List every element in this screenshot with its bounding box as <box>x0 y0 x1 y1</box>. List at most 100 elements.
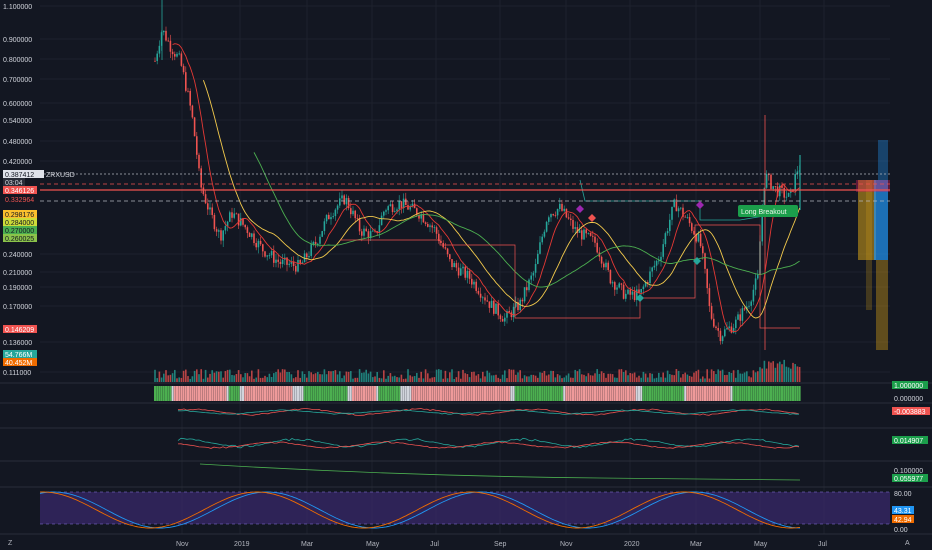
long-breakout-label[interactable]: Long Breakout <box>738 205 798 217</box>
volume-bar <box>372 377 374 382</box>
candle-body <box>512 306 515 318</box>
candle-body <box>158 45 161 54</box>
strip-cell <box>748 386 750 401</box>
strip-cell <box>688 386 691 401</box>
strip-cell <box>327 386 330 401</box>
candle-body <box>409 206 411 210</box>
candle-body <box>273 251 275 263</box>
volume-bar <box>633 372 636 382</box>
strip-cell <box>587 386 590 401</box>
strip-cell <box>712 386 715 401</box>
auto-scale-icon[interactable]: A <box>905 540 910 547</box>
candle-body <box>218 230 220 232</box>
volume-bar <box>187 376 189 382</box>
volume-bar <box>715 374 717 382</box>
candle-body <box>708 288 711 307</box>
volume-bar <box>385 378 387 382</box>
candle-body <box>264 251 266 257</box>
volume-bar <box>484 376 486 382</box>
candle-body <box>647 282 649 284</box>
svg-text:0.100000: 0.100000 <box>894 468 923 475</box>
volume-bar <box>158 371 161 382</box>
volume-bar <box>297 370 299 382</box>
strip-cell <box>398 386 401 401</box>
strip-cell <box>457 386 460 401</box>
strip-cell <box>701 386 704 401</box>
strip-cell <box>719 386 722 401</box>
strip-cell <box>396 386 398 401</box>
strip-cell <box>785 386 788 401</box>
strip-cell <box>387 386 390 401</box>
volume-bar <box>303 374 306 382</box>
candle-body <box>178 53 180 55</box>
strip-cell <box>602 386 605 401</box>
volume-bar <box>462 369 464 382</box>
candle-body <box>464 266 466 278</box>
volume-bar <box>242 377 244 382</box>
strip-cell <box>677 386 680 401</box>
volume-bar <box>739 373 741 382</box>
candle-body <box>653 265 656 268</box>
candle-body <box>618 283 620 288</box>
candle-body <box>301 262 304 264</box>
time-axis[interactable]: Nov 2019 Mar May Jul Sep Nov 2020 Mar May Jul <box>176 541 827 548</box>
volume-bar <box>358 369 361 382</box>
trend-strip-indicator <box>154 386 801 401</box>
volume-bar <box>589 375 592 382</box>
candle-body <box>400 201 403 209</box>
volume-bar <box>730 372 733 382</box>
strip-cell <box>556 386 559 401</box>
strip-cell <box>523 386 526 401</box>
strip-cell <box>741 386 744 401</box>
candle-body <box>200 168 202 188</box>
strip-cell <box>734 386 737 401</box>
candle-body <box>508 311 510 313</box>
volume-bar <box>629 373 631 382</box>
price-tick-label: 0.600000 <box>3 101 32 108</box>
price-axis[interactable]: 1.100000 0.900000 0.800000 0.700000 0.600000… <box>3 4 32 377</box>
volume-bar <box>433 377 436 382</box>
strip-cell <box>446 386 449 401</box>
strip-cell <box>543 386 546 401</box>
strip-cell <box>435 386 438 401</box>
strip-cell <box>598 386 601 401</box>
candle-body <box>578 230 581 233</box>
candle-body <box>658 260 660 262</box>
strip-cell <box>660 386 662 401</box>
strip-cell <box>308 386 310 401</box>
candle-body <box>431 225 433 228</box>
candle-body <box>240 218 242 226</box>
volume-bar <box>427 373 429 382</box>
strip-cell <box>305 386 308 401</box>
settings-icon[interactable]: Z <box>8 540 13 547</box>
candle-body <box>317 243 319 245</box>
strip-cell <box>644 386 647 401</box>
volume-bar <box>592 375 594 382</box>
candle-body <box>281 259 284 264</box>
candle-body <box>704 253 706 269</box>
candle-body <box>246 227 249 233</box>
pane-separators[interactable] <box>0 382 932 535</box>
strip-cell <box>360 386 363 401</box>
svg-text:0.270000: 0.270000 <box>5 228 34 235</box>
time-tick-label: May <box>366 541 380 548</box>
strip-cell <box>772 386 775 401</box>
strip-cell <box>231 386 233 401</box>
candle-body <box>268 255 271 257</box>
candle-body <box>611 282 614 284</box>
candle-body <box>352 210 354 215</box>
volume-bar <box>321 374 323 382</box>
volume-bar <box>341 378 343 382</box>
strip-cell <box>380 386 383 401</box>
volume-bar <box>495 374 497 382</box>
volume-bar <box>354 377 356 382</box>
volume-bar <box>605 377 607 382</box>
strip-cell <box>310 386 313 401</box>
candle-body <box>629 289 631 295</box>
candle-body <box>343 195 345 205</box>
volume-bar <box>790 368 792 382</box>
volume-bar <box>512 369 515 382</box>
strip-cell <box>235 386 238 401</box>
candle-body <box>752 289 755 302</box>
